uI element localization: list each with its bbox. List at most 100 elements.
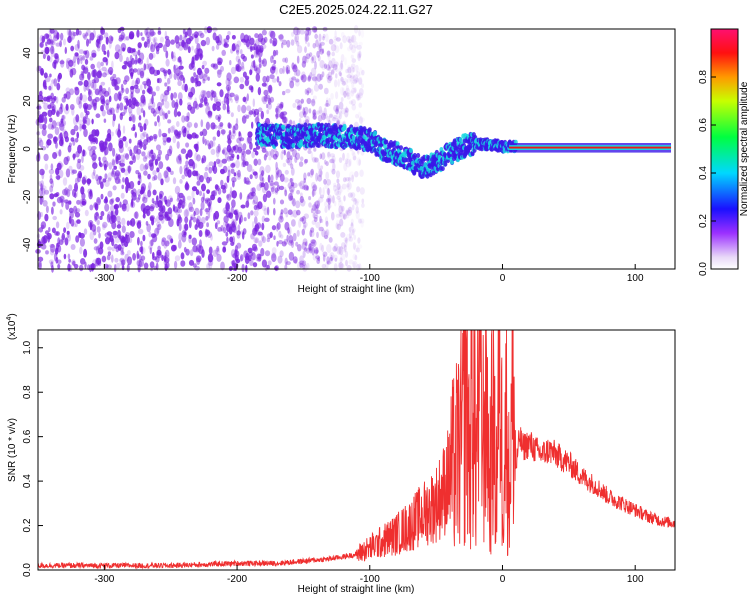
noise-speckle <box>220 179 224 187</box>
noise-speckle <box>288 77 294 83</box>
snr-frame <box>37 329 676 571</box>
noise-speckle <box>95 129 100 137</box>
noise-speckle <box>251 221 255 229</box>
noise-speckle <box>176 155 182 165</box>
noise-speckle <box>81 192 86 200</box>
noise-speckle <box>113 243 119 249</box>
noise-speckle <box>325 97 329 103</box>
noise-speckle <box>348 36 353 45</box>
noise-speckle <box>131 152 136 161</box>
noise-speckle <box>340 76 344 82</box>
noise-speckle <box>227 30 231 36</box>
noise-speckle <box>139 67 145 77</box>
noise-speckle <box>147 185 150 194</box>
noise-speckle <box>140 132 146 140</box>
noise-speckle <box>307 172 311 177</box>
noise-speckle <box>357 148 360 155</box>
noise-speckle <box>261 29 267 36</box>
noise-speckle <box>324 183 329 190</box>
noise-speckle <box>272 37 278 47</box>
noise-speckle <box>286 39 291 48</box>
noise-speckle <box>82 118 86 124</box>
noise-speckle <box>185 142 190 148</box>
noise-speckle <box>319 73 323 81</box>
noise-speckle <box>191 132 196 139</box>
noise-speckle <box>358 218 362 224</box>
noise-speckle <box>318 33 322 42</box>
noise-speckle <box>341 183 347 190</box>
noise-speckle <box>319 215 322 224</box>
noise-speckle <box>102 221 108 228</box>
noise-speckle <box>328 66 332 72</box>
noise-speckle <box>341 87 345 96</box>
noise-speckle <box>111 159 116 168</box>
noise-speckle <box>209 140 214 149</box>
noise-speckle <box>172 135 177 144</box>
noise-speckle <box>106 109 113 116</box>
noise-speckle <box>125 87 129 95</box>
noise-speckle <box>207 26 211 34</box>
noise-speckle <box>329 153 336 158</box>
noise-speckle <box>227 165 231 173</box>
noise-speckle <box>315 221 321 229</box>
noise-speckle <box>193 122 198 129</box>
noise-speckle <box>117 244 122 251</box>
noise-speckle <box>114 257 119 263</box>
noise-speckle <box>204 228 208 238</box>
noise-speckle <box>150 160 154 166</box>
noise-speckle <box>146 133 149 142</box>
noise-speckle <box>249 259 254 266</box>
noise-speckle <box>158 105 161 111</box>
noise-speckle <box>164 30 167 38</box>
noise-speckle <box>187 94 192 100</box>
noise-speckle <box>261 170 265 177</box>
noise-speckle <box>232 42 238 51</box>
noise-speckle <box>199 131 204 137</box>
noise-speckle <box>303 213 309 219</box>
noise-speckle <box>164 211 169 218</box>
noise-speckle <box>236 230 241 239</box>
noise-speckle <box>328 60 333 69</box>
noise-speckle <box>250 210 254 216</box>
noise-speckle <box>142 196 148 204</box>
noise-speckle <box>206 90 211 99</box>
ridge-point <box>281 124 286 130</box>
noise-speckle <box>101 109 106 117</box>
noise-speckle <box>327 151 331 159</box>
noise-speckle <box>153 135 157 142</box>
noise-speckle <box>122 125 126 134</box>
noise-speckle <box>281 114 286 120</box>
noise-speckle <box>312 184 318 192</box>
noise-speckle <box>207 105 211 111</box>
noise-speckle <box>107 251 112 256</box>
noise-speckle <box>166 137 171 143</box>
noise-speckle <box>273 59 277 65</box>
noise-speckle <box>108 66 114 75</box>
noise-speckle <box>76 131 79 139</box>
noise-speckle <box>119 102 124 111</box>
noise-speckle <box>355 206 359 214</box>
noise-speckle <box>309 170 314 178</box>
noise-speckle <box>60 103 64 113</box>
noise-speckle <box>298 182 302 187</box>
noise-speckle <box>177 192 180 201</box>
noise-speckle <box>151 154 155 162</box>
noise-speckle <box>148 231 152 238</box>
noise-speckle <box>348 100 354 105</box>
noise-speckle <box>275 167 280 175</box>
noise-speckle <box>338 246 344 256</box>
noise-speckle <box>38 261 42 270</box>
noise-speckle <box>138 115 142 121</box>
noise-speckle <box>130 218 136 227</box>
noise-speckle <box>76 219 81 224</box>
noise-speckle <box>241 66 245 71</box>
noise-speckle <box>221 241 228 246</box>
noise-speckle <box>45 33 50 39</box>
noise-speckle <box>261 96 266 103</box>
noise-speckle <box>345 106 348 113</box>
noise-speckle <box>180 252 185 260</box>
noise-speckle <box>317 161 321 170</box>
noise-speckle <box>299 111 304 118</box>
noise-speckle <box>186 115 190 122</box>
noise-speckle <box>164 100 170 109</box>
